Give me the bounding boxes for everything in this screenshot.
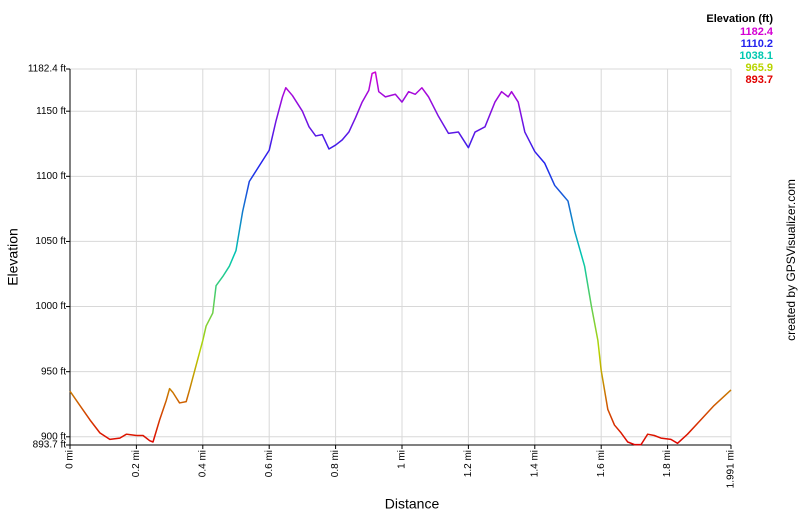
legend-value: 893.7 bbox=[745, 74, 773, 86]
legend-value: 1110.2 bbox=[741, 38, 773, 50]
x-tick-label: 1.4 mi bbox=[529, 450, 540, 477]
y-tick-label: 900 ft bbox=[41, 431, 66, 442]
y-tick-label: 1150 ft bbox=[36, 106, 66, 117]
x-axis-title: Distance bbox=[385, 496, 440, 512]
y-tick-label: 950 ft bbox=[41, 366, 66, 377]
legend-value: 1038.1 bbox=[739, 50, 773, 62]
x-tick-label: 1.6 mi bbox=[596, 450, 607, 477]
legend-title: Elevation (ft) bbox=[706, 13, 773, 25]
y-tick-label: 1182.4 ft bbox=[28, 64, 66, 75]
x-tick-label: 0.8 mi bbox=[330, 450, 341, 477]
elevation-line bbox=[69, 71, 732, 446]
y-tick-label: 893.7 ft bbox=[33, 440, 67, 451]
x-tick-label: 0.4 mi bbox=[197, 450, 208, 477]
legend-value: 965.9 bbox=[745, 62, 773, 74]
credit: created by GPSVisualizer.com bbox=[784, 179, 798, 341]
y-axis-title: Elevation bbox=[5, 228, 21, 286]
y-tick-label: 1050 ft bbox=[35, 236, 66, 247]
x-tick-label: 1.991 mi bbox=[726, 450, 737, 488]
legend-value: 1182.4 bbox=[740, 26, 774, 38]
x-tick-label: 1.2 mi bbox=[463, 450, 474, 477]
y-tick-label: 1100 ft bbox=[36, 171, 66, 182]
x-tick-label: 0.6 mi bbox=[264, 450, 275, 477]
x-tick-label: 1.8 mi bbox=[662, 450, 673, 477]
x-tick-label: 0 mi bbox=[65, 450, 76, 469]
x-tick-label: 1 mi bbox=[397, 450, 408, 469]
x-tick-label: 0.2 mi bbox=[131, 450, 142, 477]
y-tick-label: 1000 ft bbox=[35, 301, 66, 312]
